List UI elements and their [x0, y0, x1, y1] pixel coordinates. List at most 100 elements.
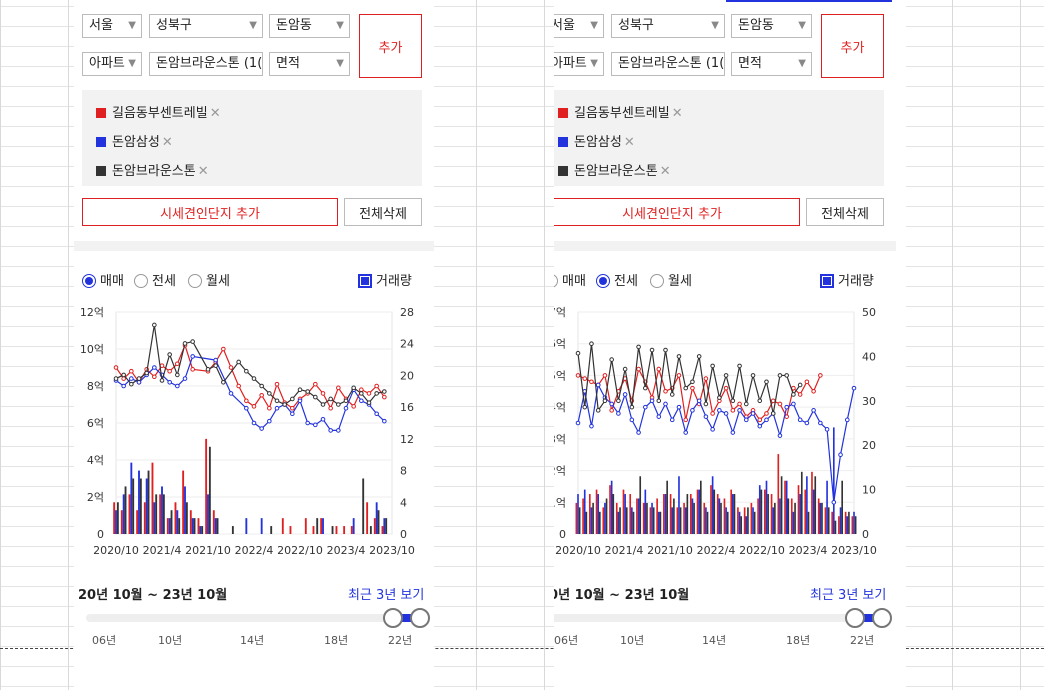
gu-select[interactable]: 성북구 ▼: [149, 14, 263, 38]
price-point: [710, 427, 715, 432]
price-point: [121, 383, 126, 389]
volume-bar: [854, 516, 857, 534]
complex-select[interactable]: 돈암브라운스톤 (1(: [611, 52, 725, 76]
volume-bar: [811, 471, 813, 534]
volume-bar: [578, 507, 581, 534]
delete-all-button[interactable]: 전체삭제: [806, 198, 884, 226]
price-point: [757, 417, 763, 423]
volume-bar: [699, 480, 702, 534]
x-icon[interactable]: ✕: [197, 164, 209, 179]
volume-bar: [725, 507, 727, 534]
price-point: [351, 404, 356, 409]
price-point: [683, 430, 689, 435]
radio-jeonse[interactable]: 전세: [596, 270, 638, 289]
period-slider-track[interactable]: [86, 614, 422, 622]
volume-bar: [738, 511, 741, 534]
price-point: [374, 411, 379, 417]
gu-select[interactable]: 성북구 ▼: [611, 14, 725, 38]
y2-tick-label: 12: [400, 433, 414, 446]
volume-bar: [609, 485, 611, 534]
y2-tick-label: 10: [862, 484, 876, 497]
price-point: [690, 408, 695, 413]
x-tick-label: 2020/10: [555, 544, 601, 557]
x-icon[interactable]: ✕: [161, 135, 173, 150]
price-point: [696, 354, 702, 359]
price-point: [703, 414, 709, 419]
x-tick-label: 2022/4: [235, 544, 274, 557]
price-point: [320, 417, 326, 422]
price-point: [791, 401, 796, 407]
y-tick-label: 5억: [554, 369, 566, 382]
price-point: [152, 322, 157, 328]
radio-wolse[interactable]: 월세: [188, 270, 230, 289]
volume-bar: [772, 507, 775, 534]
legend-swatch: [96, 166, 106, 176]
price-point: [690, 385, 695, 391]
x-icon[interactable]: ✕: [671, 106, 683, 121]
volume-checkbox[interactable]: 거래량: [358, 270, 412, 289]
volume-checkbox[interactable]: 거래량: [820, 270, 874, 289]
volume-bar: [185, 502, 188, 534]
volume-bar: [718, 498, 721, 534]
delete-all-button[interactable]: 전체삭제: [344, 198, 422, 226]
volume-bar: [289, 526, 292, 534]
sido-select[interactable]: 서울▼: [554, 14, 604, 38]
dong-select[interactable]: 돈암동 ▼: [731, 14, 812, 38]
sido-select[interactable]: 서울▼: [82, 14, 142, 38]
volume-bar: [193, 518, 196, 534]
x-icon[interactable]: ✕: [209, 106, 221, 121]
price-point: [144, 370, 149, 376]
recent-3y-link[interactable]: 최근 3년 보기: [810, 588, 887, 603]
x-icon[interactable]: ✕: [623, 135, 635, 150]
triangle-down-icon: ▼: [128, 20, 136, 31]
volume-bar: [120, 510, 123, 534]
complex-select[interactable]: 돈암브라운스톤 (1(: [149, 52, 263, 76]
slider-tick-label: 22년: [850, 634, 875, 647]
type-select[interactable]: 아파트 ▼: [554, 52, 604, 76]
radio-jeonse[interactable]: 전세: [134, 270, 176, 289]
add-button[interactable]: 추가: [359, 14, 422, 78]
price-point: [320, 391, 326, 396]
volume-bar: [743, 507, 746, 534]
slider-start-handle[interactable]: [383, 608, 404, 628]
slider-tick-label: 18년: [786, 634, 811, 647]
recent-3y-link[interactable]: 최근 3년 보기: [348, 588, 425, 603]
slider-end-handle[interactable]: [872, 608, 892, 628]
legend-swatch: [558, 137, 568, 147]
volume-bar: [706, 511, 709, 534]
area-select[interactable]: 면적 ▼: [731, 52, 812, 76]
radio-wolse[interactable]: 월세: [650, 270, 692, 289]
volume-bar: [304, 518, 307, 534]
dong-select[interactable]: 돈암동 ▼: [269, 14, 350, 38]
slider-start-handle[interactable]: [845, 608, 866, 628]
volume-bar: [800, 471, 803, 534]
volume-bar: [197, 518, 200, 534]
add-complex-button[interactable]: 시세견인단지 추가: [82, 198, 338, 226]
price-point: [274, 381, 280, 387]
radio-circle: [188, 274, 202, 288]
y-tick-label: 7억: [554, 306, 566, 319]
area-select[interactable]: 면적 ▼: [269, 52, 350, 76]
volume-bar: [824, 507, 827, 534]
radio-label: 월세: [668, 274, 692, 289]
slider-end-handle[interactable]: [410, 608, 430, 628]
volume-bar: [622, 489, 625, 534]
type-select[interactable]: 아파트 ▼: [82, 52, 142, 76]
price-point: [351, 385, 356, 391]
volume-bar: [806, 476, 808, 534]
price-point: [336, 385, 341, 391]
volume-bar: [377, 510, 380, 534]
radio-sale[interactable]: 매매: [554, 270, 586, 289]
volume-bar: [335, 526, 338, 534]
period-slider-track[interactable]: [554, 614, 884, 622]
price-point: [757, 398, 763, 404]
price-point: [797, 382, 803, 388]
volume-bar: [826, 480, 828, 534]
volume-bar: [726, 511, 729, 534]
x-icon[interactable]: ✕: [659, 164, 671, 179]
price-point: [636, 366, 641, 372]
date-range-text: 20년 10월 ~ 23년 10월: [554, 588, 690, 603]
add-button[interactable]: 추가: [821, 14, 884, 78]
add-complex-button[interactable]: 시세견인단지 추가: [554, 198, 800, 226]
radio-sale[interactable]: 매매: [82, 270, 124, 289]
